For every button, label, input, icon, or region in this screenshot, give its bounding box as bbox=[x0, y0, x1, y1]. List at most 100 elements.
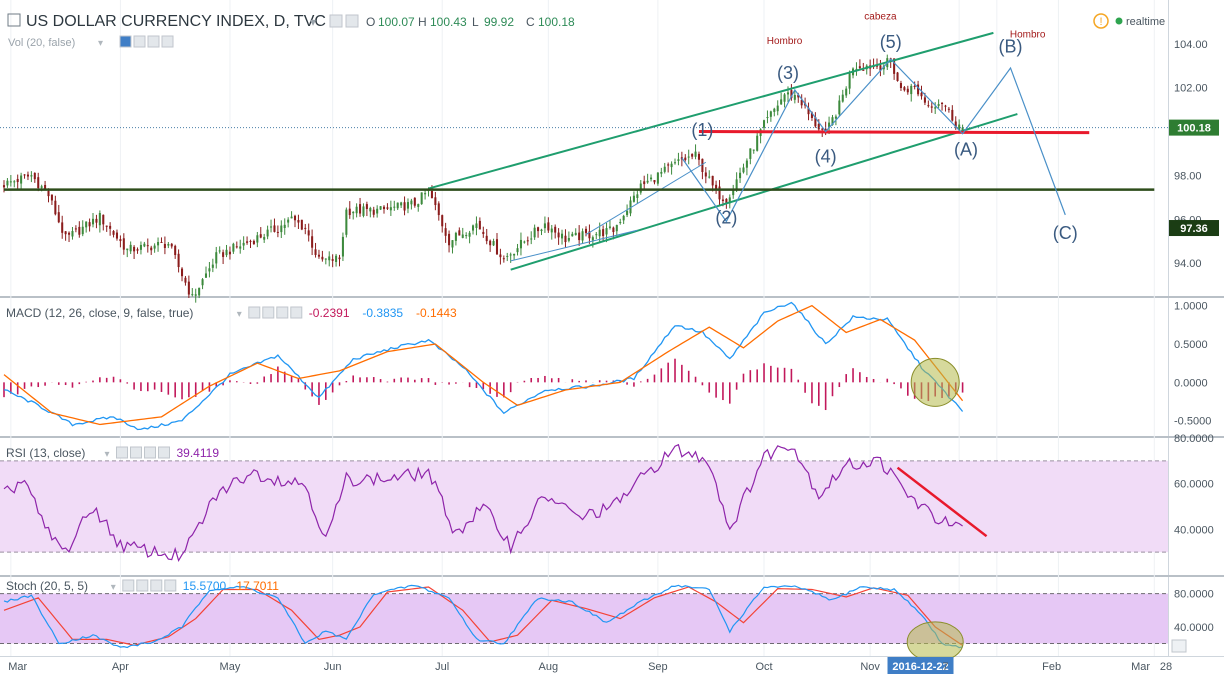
candle-body bbox=[752, 149, 755, 151]
candle-body bbox=[78, 226, 81, 235]
candle-body bbox=[2, 185, 6, 188]
wave-label: (A) bbox=[954, 140, 978, 160]
eye-icon[interactable] bbox=[116, 446, 128, 459]
candle-body bbox=[276, 231, 279, 233]
macd-legend-value: -0.3835 bbox=[362, 306, 403, 320]
gear-icon[interactable] bbox=[133, 35, 146, 48]
candle-body bbox=[653, 180, 656, 183]
candle-body bbox=[492, 241, 495, 246]
candle-body bbox=[598, 229, 601, 237]
candle-body bbox=[57, 212, 60, 223]
alert-icon[interactable] bbox=[1093, 13, 1109, 29]
candle-body bbox=[728, 197, 731, 204]
time-tick-label: Jul bbox=[435, 661, 449, 673]
candle-body bbox=[321, 256, 324, 260]
candle-body bbox=[64, 231, 67, 235]
candle-body bbox=[26, 174, 29, 177]
price-tick-label: 104.00 bbox=[1174, 39, 1208, 51]
wave-label: (3) bbox=[777, 63, 799, 83]
eye-icon[interactable] bbox=[122, 579, 135, 592]
add-icon[interactable] bbox=[144, 446, 156, 459]
candle-body bbox=[246, 241, 249, 243]
eye-icon[interactable] bbox=[329, 14, 343, 28]
alert-icon-glyph: ! bbox=[1099, 16, 1102, 28]
trendline-neckline bbox=[698, 130, 1090, 135]
candle-body bbox=[105, 225, 108, 227]
time-tick-label: Sep bbox=[648, 661, 668, 673]
candle-body bbox=[109, 225, 112, 229]
candle-body bbox=[561, 233, 564, 239]
candle-body bbox=[211, 264, 214, 268]
candle-body bbox=[115, 232, 119, 239]
candle-body bbox=[862, 69, 865, 71]
time-tick-label: Nov bbox=[860, 661, 880, 673]
candle-body bbox=[184, 277, 187, 283]
eye-icon[interactable] bbox=[248, 306, 261, 319]
chevron-down-icon[interactable]: ▾ bbox=[237, 309, 242, 320]
rsi-tick-label: 60.0000 bbox=[1174, 479, 1214, 491]
candle-body bbox=[403, 202, 406, 211]
candle-body bbox=[81, 226, 84, 235]
chart-toggle-icon[interactable] bbox=[7, 13, 21, 27]
candle-body bbox=[526, 240, 529, 242]
price-tick-label: 94.00 bbox=[1174, 258, 1202, 270]
close-icon[interactable] bbox=[290, 306, 303, 319]
candle-body bbox=[643, 181, 646, 185]
candle-body bbox=[297, 219, 300, 223]
candle-body bbox=[191, 294, 194, 296]
candle-body bbox=[687, 156, 690, 158]
chevron-down-icon[interactable]: ▾ bbox=[310, 15, 316, 29]
candle-body bbox=[150, 247, 153, 251]
wave-label: (B) bbox=[999, 37, 1023, 57]
wave-label: (4) bbox=[815, 146, 837, 166]
close-icon[interactable] bbox=[164, 579, 177, 592]
candle-body bbox=[899, 83, 902, 88]
scroll-right-button[interactable] bbox=[1171, 639, 1187, 653]
candle-body bbox=[766, 117, 769, 119]
candle-body bbox=[694, 151, 697, 157]
pattern-label: Hombro bbox=[1010, 29, 1046, 40]
gear-icon[interactable] bbox=[345, 14, 359, 28]
candle-body bbox=[283, 224, 286, 229]
candle-body bbox=[776, 105, 779, 112]
time-tick-label: 28 bbox=[1160, 661, 1172, 673]
gear-icon[interactable] bbox=[136, 579, 149, 592]
add-icon[interactable] bbox=[147, 35, 160, 48]
candle-body bbox=[906, 88, 909, 93]
candle-body bbox=[554, 226, 557, 233]
candle-body bbox=[386, 207, 389, 209]
wave-label: (2) bbox=[715, 208, 737, 228]
candle-body bbox=[328, 256, 331, 261]
candle-body bbox=[639, 183, 642, 193]
chevron-down-icon[interactable]: ▾ bbox=[98, 38, 103, 49]
eye-icon[interactable] bbox=[119, 35, 132, 48]
candle-body bbox=[571, 233, 574, 237]
add-icon[interactable] bbox=[150, 579, 163, 592]
add-icon[interactable] bbox=[276, 306, 289, 319]
candle-body bbox=[454, 232, 457, 241]
candle-body bbox=[461, 234, 464, 238]
candle-body bbox=[783, 94, 786, 102]
close-icon[interactable] bbox=[158, 446, 170, 459]
candle-body bbox=[122, 238, 125, 250]
candle-body bbox=[47, 190, 50, 197]
candle-body bbox=[502, 258, 505, 260]
stoch-tick-label: 80.0000 bbox=[1174, 589, 1214, 601]
chevron-down-icon[interactable]: ▾ bbox=[111, 582, 116, 593]
candle-body bbox=[670, 163, 673, 168]
gear-icon[interactable] bbox=[130, 446, 142, 459]
candle-body bbox=[40, 186, 43, 188]
candle-body bbox=[91, 218, 95, 225]
gear-icon[interactable] bbox=[262, 306, 275, 319]
candle-body bbox=[903, 87, 906, 91]
candle-body bbox=[102, 214, 105, 225]
chevron-down-icon[interactable]: ▾ bbox=[105, 449, 110, 460]
candle-body bbox=[834, 116, 837, 119]
candle-body bbox=[335, 255, 338, 262]
close-icon[interactable] bbox=[161, 35, 174, 48]
candle-body bbox=[893, 58, 896, 74]
candle-body bbox=[352, 211, 355, 214]
time-tick-label: Aug bbox=[539, 661, 559, 673]
candle-body bbox=[721, 199, 724, 202]
crosshair-date-badge bbox=[887, 657, 954, 674]
